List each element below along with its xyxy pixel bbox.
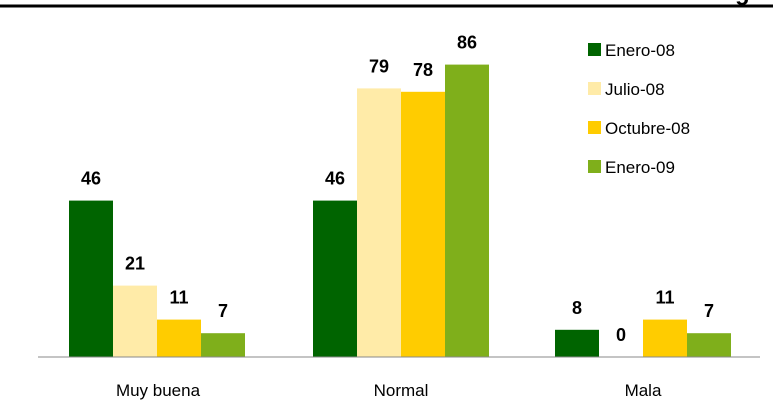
bar-enero-08-normal	[313, 200, 357, 357]
bar-octubre-08-mala	[643, 319, 687, 357]
value-label: 79	[369, 56, 389, 76]
legend-label: Octubre-08	[605, 119, 690, 138]
bar-octubre-08-muy-buena	[157, 319, 201, 357]
value-label: 21	[125, 254, 145, 274]
legend: Enero-08 Julio-08 Octubre-08 Enero-09	[588, 41, 690, 177]
category-label: Muy buena	[116, 381, 201, 400]
value-label: 46	[81, 169, 101, 189]
bar-julio-08-normal	[357, 88, 401, 358]
value-label: 7	[704, 301, 714, 321]
legend-swatch	[588, 82, 601, 95]
value-label: 78	[413, 60, 433, 80]
value-label: 11	[655, 288, 674, 308]
legend-swatch	[588, 43, 601, 56]
bar-enero-09-mala	[687, 333, 731, 357]
bar-enero-08-muy-buena	[69, 200, 113, 357]
legend-swatch	[588, 160, 601, 173]
legend-swatch	[588, 121, 601, 134]
bar-enero-08-mala	[555, 329, 599, 357]
bar-enero-09-muy-buena	[201, 333, 245, 357]
value-label: 46	[325, 169, 345, 189]
bar-julio-08-muy-buena	[113, 285, 157, 357]
bars-layer	[69, 64, 731, 358]
value-label: 11	[169, 288, 188, 308]
category-label: Normal	[374, 381, 429, 400]
bar-enero-09-normal	[445, 64, 489, 357]
legend-label: Enero-09	[605, 158, 675, 177]
category-label: Mala	[625, 381, 662, 400]
bar-octubre-08-normal	[401, 91, 445, 358]
value-label: 86	[457, 33, 477, 53]
legend-label: Julio-08	[605, 80, 665, 99]
category-labels-layer: Muy buena Normal Mala	[116, 381, 662, 400]
legend-label: Enero-08	[605, 41, 675, 60]
value-labels-layer: 46 21 11 7 46 79 78 86 8 0 11 7	[81, 33, 714, 345]
value-label: 7	[218, 301, 228, 321]
value-label: 0	[616, 325, 626, 345]
value-label: 8	[572, 298, 582, 318]
chart-title-fragment: g	[735, 0, 750, 6]
